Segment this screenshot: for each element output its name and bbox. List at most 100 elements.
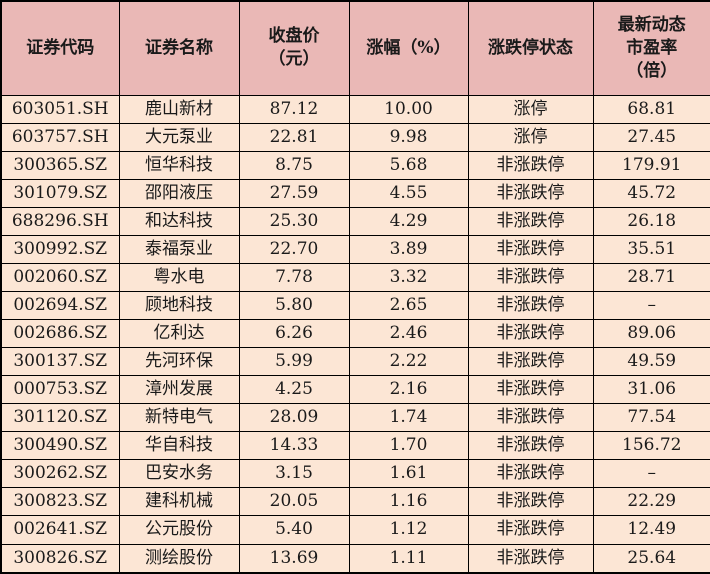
cell-close-price[interactable]: 3.15 [238,459,350,489]
cell-pe-ratio[interactable]: 179.91 [592,150,710,180]
cell-limit-status[interactable]: 非涨跌停 [467,318,594,349]
cell-close-price[interactable]: 25.30 [238,206,350,236]
cell-close-price[interactable]: 5.80 [238,290,350,321]
cell-security-name[interactable]: 粤水电 [118,262,240,292]
cell-pe-ratio[interactable]: 35.51 [592,234,710,264]
cell-change-pct[interactable]: 10.00 [348,94,469,124]
cell-security-name[interactable]: 先河环保 [118,347,240,377]
cell-pe-ratio[interactable]: 89.06 [592,318,710,349]
cell-security-code[interactable]: 603051.SH [0,94,120,124]
cell-pe-ratio[interactable]: 77.54 [592,403,710,433]
cell-security-name[interactable]: 邵阳液压 [118,178,240,208]
cell-security-name[interactable]: 巴安水务 [118,459,240,489]
cell-pe-ratio[interactable]: 68.81 [592,94,710,124]
cell-limit-status[interactable]: 非涨跌停 [467,234,594,264]
cell-change-pct[interactable]: 5.68 [348,150,469,180]
cell-close-price[interactable]: 6.26 [238,318,350,349]
cell-security-code[interactable]: 002686.SZ [0,318,120,349]
cell-security-code[interactable]: 300365.SZ [0,150,120,180]
cell-security-code[interactable]: 300992.SZ [0,234,120,264]
cell-change-pct[interactable]: 3.32 [348,262,469,292]
cell-limit-status[interactable]: 非涨跌停 [467,262,594,292]
cell-change-pct[interactable]: 3.89 [348,234,469,264]
cell-limit-status[interactable]: 非涨跌停 [467,431,594,461]
cell-limit-status[interactable]: 非涨跌停 [467,403,594,433]
cell-security-code[interactable]: 300490.SZ [0,431,120,461]
cell-security-name[interactable]: 测绘股份 [118,543,240,574]
cell-close-price[interactable]: 27.59 [238,178,350,208]
cell-limit-status[interactable]: 非涨跌停 [467,178,594,208]
cell-change-pct[interactable]: 1.11 [348,543,469,574]
cell-security-code[interactable]: 688296.SH [0,206,120,236]
cell-pe-ratio[interactable]: 22.29 [592,487,710,517]
cell-limit-status[interactable]: 非涨跌停 [467,347,594,377]
cell-limit-status[interactable]: 非涨跌停 [467,290,594,321]
cell-change-pct[interactable]: 2.16 [348,375,469,405]
cell-pe-ratio[interactable]: 26.18 [592,206,710,236]
cell-change-pct[interactable]: 1.74 [348,403,469,433]
cell-change-pct[interactable]: 9.98 [348,122,469,152]
cell-security-code[interactable]: 000753.SZ [0,375,120,405]
cell-change-pct[interactable]: 1.61 [348,459,469,489]
cell-pe-ratio[interactable]: 25.64 [592,543,710,574]
cell-close-price[interactable]: 28.09 [238,403,350,433]
cell-security-name[interactable]: 亿利达 [118,318,240,349]
cell-close-price[interactable]: 14.33 [238,431,350,461]
cell-security-name[interactable]: 新特电气 [118,403,240,433]
cell-security-name[interactable]: 公元股份 [118,515,240,545]
cell-change-pct[interactable]: 1.16 [348,487,469,517]
cell-security-name[interactable]: 华自科技 [118,431,240,461]
cell-limit-status[interactable]: 涨停 [467,122,594,152]
cell-close-price[interactable]: 22.81 [238,122,350,152]
cell-limit-status[interactable]: 非涨跌停 [467,459,594,489]
cell-security-code[interactable]: 300823.SZ [0,487,120,517]
cell-change-pct[interactable]: 1.12 [348,515,469,545]
cell-security-code[interactable]: 301079.SZ [0,178,120,208]
cell-close-price[interactable]: 8.75 [238,150,350,180]
cell-pe-ratio[interactable]: 49.59 [592,347,710,377]
cell-security-code[interactable]: 301120.SZ [0,403,120,433]
cell-security-code[interactable]: 002641.SZ [0,515,120,545]
cell-change-pct[interactable]: 1.70 [348,431,469,461]
cell-pe-ratio[interactable]: 27.45 [592,122,710,152]
cell-security-name[interactable]: 泰福泵业 [118,234,240,264]
cell-security-name[interactable]: 大元泵业 [118,122,240,152]
cell-limit-status[interactable]: 非涨跌停 [467,375,594,405]
cell-close-price[interactable]: 5.40 [238,515,350,545]
cell-security-code[interactable]: 002060.SZ [0,262,120,292]
cell-pe-ratio[interactable]: 28.71 [592,262,710,292]
cell-security-code[interactable]: 300262.SZ [0,459,120,489]
cell-close-price[interactable]: 4.25 [238,375,350,405]
cell-security-code[interactable]: 603757.SH [0,122,120,152]
cell-limit-status[interactable]: 非涨跌停 [467,515,594,545]
cell-security-code[interactable]: 300137.SZ [0,347,120,377]
cell-pe-ratio[interactable]: 45.72 [592,178,710,208]
cell-security-name[interactable]: 漳州发展 [118,375,240,405]
cell-close-price[interactable]: 7.78 [238,262,350,292]
cell-change-pct[interactable]: 2.22 [348,347,469,377]
cell-limit-status[interactable]: 涨停 [467,94,594,124]
cell-limit-status[interactable]: 非涨跌停 [467,150,594,180]
cell-close-price[interactable]: 13.69 [238,543,350,574]
cell-security-name[interactable]: 顾地科技 [118,290,240,321]
cell-pe-ratio[interactable]: – [592,290,710,321]
cell-pe-ratio[interactable]: 31.06 [592,375,710,405]
cell-close-price[interactable]: 87.12 [238,94,350,124]
cell-close-price[interactable]: 5.99 [238,347,350,377]
cell-close-price[interactable]: 20.05 [238,487,350,517]
cell-security-code[interactable]: 002694.SZ [0,290,120,321]
cell-security-name[interactable]: 恒华科技 [118,150,240,180]
cell-change-pct[interactable]: 4.29 [348,206,469,236]
cell-pe-ratio[interactable]: 156.72 [592,431,710,461]
cell-pe-ratio[interactable]: 12.49 [592,515,710,545]
cell-pe-ratio[interactable]: – [592,459,710,489]
cell-security-name[interactable]: 鹿山新材 [118,94,240,124]
cell-security-code[interactable]: 300826.SZ [0,543,120,574]
cell-limit-status[interactable]: 非涨跌停 [467,487,594,517]
cell-change-pct[interactable]: 2.65 [348,290,469,321]
cell-change-pct[interactable]: 2.46 [348,318,469,349]
cell-change-pct[interactable]: 4.55 [348,178,469,208]
cell-security-name[interactable]: 建科机械 [118,487,240,517]
cell-limit-status[interactable]: 非涨跌停 [467,543,594,574]
cell-close-price[interactable]: 22.70 [238,234,350,264]
